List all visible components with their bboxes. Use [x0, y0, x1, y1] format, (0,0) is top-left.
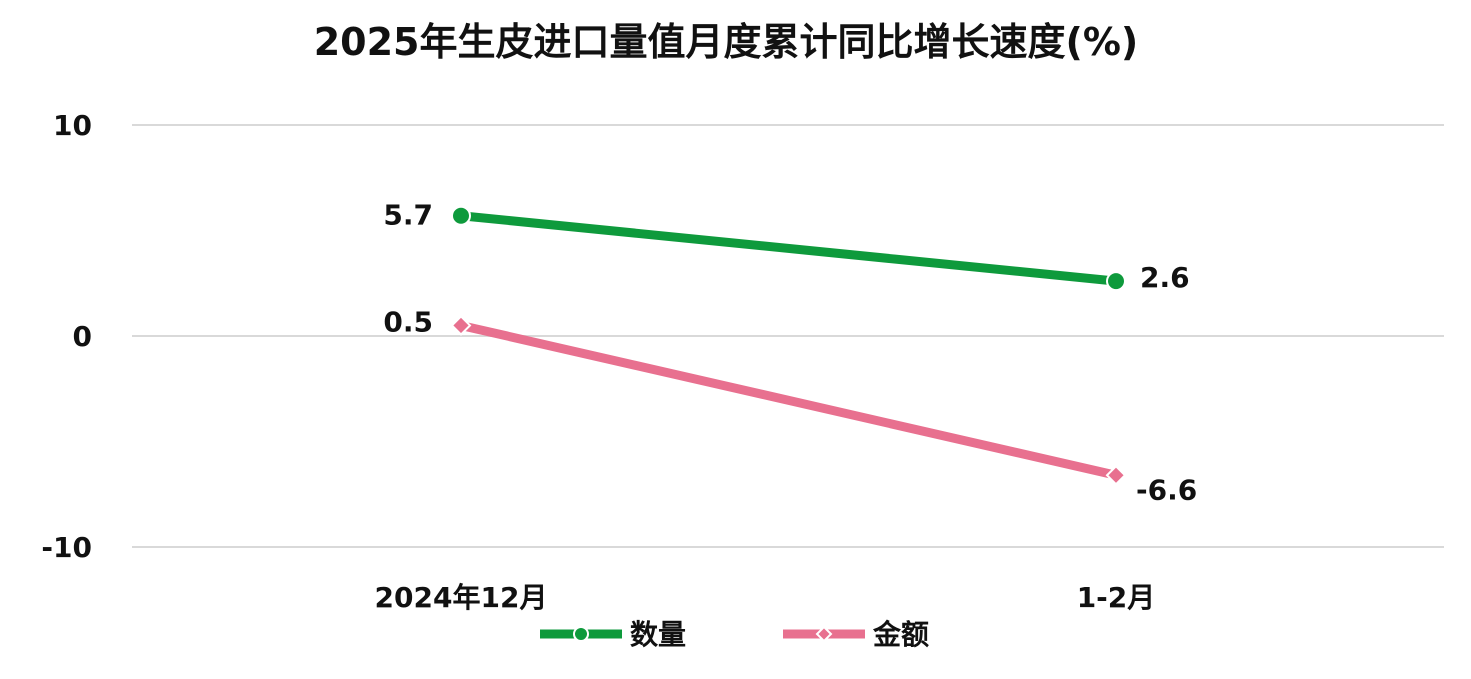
- data-label: 2.6: [1140, 261, 1190, 294]
- series-line: [456, 211, 1121, 286]
- x-tick-label: 1-2月: [1077, 581, 1156, 614]
- series-lines: [450, 205, 1127, 486]
- y-tick-label: 0: [73, 320, 92, 353]
- data-point-marker: [1106, 271, 1126, 292]
- chart-title: 2025年生皮进口量值月度累计同比增长速度(%): [314, 20, 1139, 64]
- y-axis-tick-labels: 10 0 -10: [41, 109, 92, 564]
- x-axis-tick-labels: 2024年12月 1-2月: [375, 581, 1156, 614]
- legend-label: 数量: [630, 618, 686, 651]
- data-point-marker: [451, 205, 471, 226]
- data-labels: 5.7 2.6 0.5 -6.6: [383, 199, 1197, 507]
- grid-lines: [132, 124, 1444, 548]
- x-tick-label: 2024年12月: [375, 581, 548, 614]
- data-label: 5.7: [383, 199, 433, 232]
- legend-marker: [573, 626, 589, 642]
- data-point-marker: [1105, 464, 1127, 486]
- data-label: -6.6: [1136, 473, 1197, 506]
- data-label: 0.5: [383, 305, 433, 338]
- legend-marker: [815, 625, 833, 643]
- y-tick-label: 10: [53, 109, 92, 142]
- legend: 数量 金额: [540, 618, 929, 651]
- legend-label: 金额: [872, 618, 929, 651]
- y-tick-label: -10: [41, 531, 92, 564]
- series-line: [456, 320, 1121, 480]
- data-point-marker: [450, 315, 472, 336]
